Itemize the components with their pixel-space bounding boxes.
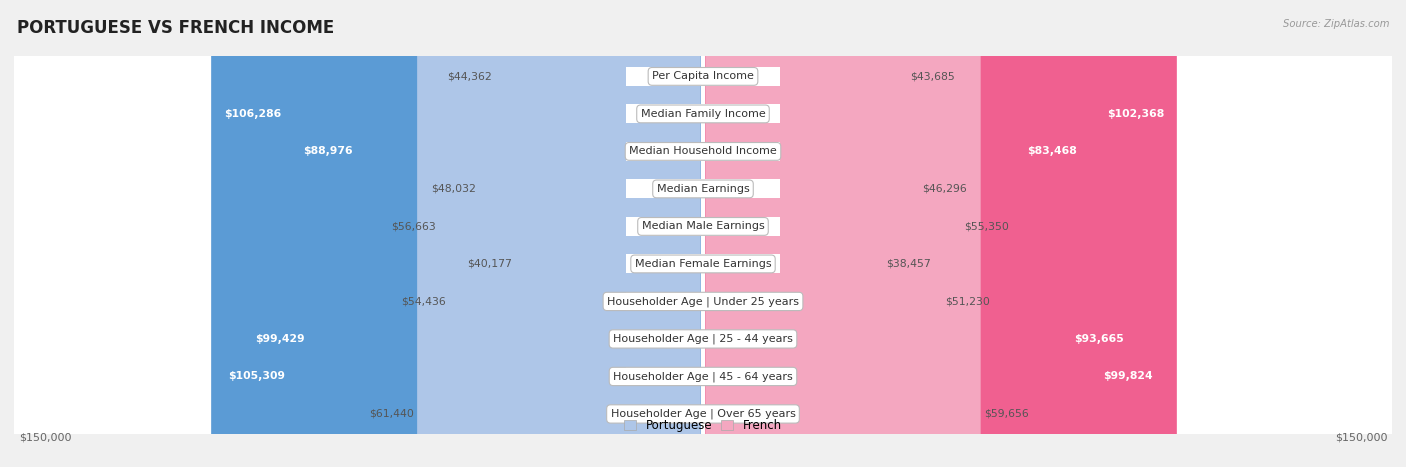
FancyBboxPatch shape <box>706 0 1090 467</box>
Text: Householder Age | Over 65 years: Householder Age | Over 65 years <box>610 409 796 419</box>
FancyBboxPatch shape <box>706 0 883 467</box>
Bar <box>626 292 780 311</box>
Text: Per Capita Income: Per Capita Income <box>652 71 754 81</box>
FancyBboxPatch shape <box>706 0 1177 467</box>
Text: Householder Age | 25 - 44 years: Householder Age | 25 - 44 years <box>613 334 793 344</box>
Text: Source: ZipAtlas.com: Source: ZipAtlas.com <box>1282 19 1389 28</box>
Text: $56,663: $56,663 <box>391 221 436 232</box>
FancyBboxPatch shape <box>11 0 1395 467</box>
FancyBboxPatch shape <box>11 0 1395 467</box>
Text: $44,362: $44,362 <box>447 71 492 81</box>
FancyBboxPatch shape <box>11 0 1395 467</box>
Bar <box>626 330 780 348</box>
Text: $99,824: $99,824 <box>1102 371 1153 382</box>
FancyBboxPatch shape <box>11 0 1395 467</box>
Legend: Portuguese, French: Portuguese, French <box>624 419 782 432</box>
FancyBboxPatch shape <box>439 0 700 467</box>
Text: $93,665: $93,665 <box>1074 334 1123 344</box>
FancyBboxPatch shape <box>11 0 1395 467</box>
Text: $106,286: $106,286 <box>224 109 281 119</box>
Text: $54,436: $54,436 <box>401 297 446 306</box>
FancyBboxPatch shape <box>450 0 700 467</box>
Bar <box>626 142 780 161</box>
Bar <box>626 179 780 198</box>
Text: $38,457: $38,457 <box>887 259 931 269</box>
FancyBboxPatch shape <box>11 0 1395 467</box>
FancyBboxPatch shape <box>215 0 700 467</box>
FancyBboxPatch shape <box>706 0 920 467</box>
Text: $150,000: $150,000 <box>18 433 72 443</box>
FancyBboxPatch shape <box>11 0 1395 467</box>
FancyBboxPatch shape <box>11 0 1395 467</box>
FancyBboxPatch shape <box>515 0 700 467</box>
Text: $105,309: $105,309 <box>229 371 285 382</box>
FancyBboxPatch shape <box>706 0 1166 467</box>
Text: $51,230: $51,230 <box>945 297 990 306</box>
Bar <box>626 367 780 386</box>
FancyBboxPatch shape <box>706 0 980 467</box>
FancyBboxPatch shape <box>706 0 942 467</box>
Bar <box>626 105 780 123</box>
FancyBboxPatch shape <box>706 0 960 467</box>
Text: $61,440: $61,440 <box>368 409 413 419</box>
FancyBboxPatch shape <box>11 0 1395 467</box>
Text: $88,976: $88,976 <box>304 147 353 156</box>
Text: Householder Age | Under 25 years: Householder Age | Under 25 years <box>607 296 799 307</box>
Text: $40,177: $40,177 <box>467 259 512 269</box>
Text: PORTUGUESE VS FRENCH INCOME: PORTUGUESE VS FRENCH INCOME <box>17 19 335 37</box>
Text: Median Male Earnings: Median Male Earnings <box>641 221 765 232</box>
Text: $99,429: $99,429 <box>256 334 305 344</box>
FancyBboxPatch shape <box>11 0 1395 467</box>
FancyBboxPatch shape <box>495 0 700 467</box>
Text: $102,368: $102,368 <box>1107 109 1164 119</box>
Text: $55,350: $55,350 <box>965 221 1010 232</box>
Text: $83,468: $83,468 <box>1028 147 1077 156</box>
Text: Median Earnings: Median Earnings <box>657 184 749 194</box>
FancyBboxPatch shape <box>211 0 700 467</box>
Bar <box>626 67 780 86</box>
Text: $43,685: $43,685 <box>911 71 955 81</box>
Text: $48,032: $48,032 <box>430 184 475 194</box>
FancyBboxPatch shape <box>418 0 700 467</box>
Text: Householder Age | 45 - 64 years: Householder Age | 45 - 64 years <box>613 371 793 382</box>
Bar <box>626 255 780 273</box>
FancyBboxPatch shape <box>478 0 700 467</box>
FancyBboxPatch shape <box>706 0 907 467</box>
Bar <box>626 217 780 236</box>
Text: Median Household Income: Median Household Income <box>628 147 778 156</box>
Text: Median Family Income: Median Family Income <box>641 109 765 119</box>
Text: $46,296: $46,296 <box>922 184 967 194</box>
Text: Median Female Earnings: Median Female Earnings <box>634 259 772 269</box>
FancyBboxPatch shape <box>291 0 700 467</box>
Text: $150,000: $150,000 <box>1334 433 1388 443</box>
FancyBboxPatch shape <box>706 0 1137 467</box>
FancyBboxPatch shape <box>243 0 700 467</box>
Bar <box>626 404 780 424</box>
Text: $59,656: $59,656 <box>984 409 1029 419</box>
